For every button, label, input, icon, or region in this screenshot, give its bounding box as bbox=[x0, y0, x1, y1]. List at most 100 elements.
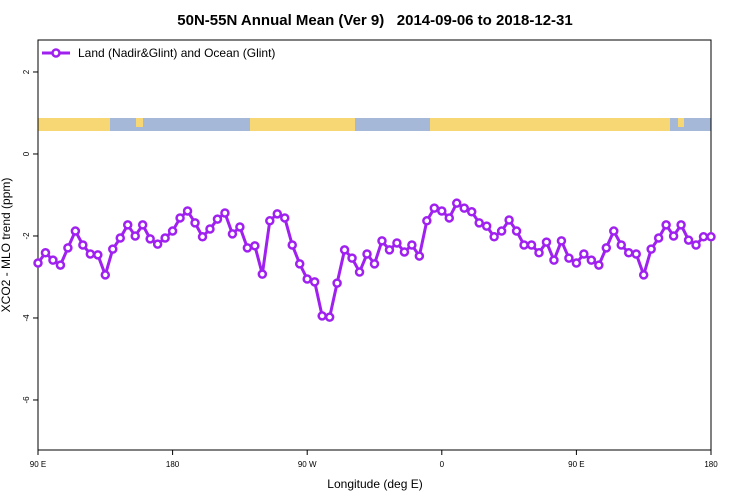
data-point bbox=[78, 240, 88, 250]
chart-title: 50N-55N Annual Mean (Ver 9) 2014-09-06 t… bbox=[177, 12, 572, 29]
data-point bbox=[474, 218, 484, 228]
data-point bbox=[347, 253, 357, 263]
data-point bbox=[55, 260, 66, 270]
data-point bbox=[235, 222, 245, 232]
data-point bbox=[63, 243, 73, 253]
x-tick-label: 90 E bbox=[568, 460, 584, 469]
data-point bbox=[579, 249, 589, 259]
data-point bbox=[332, 278, 342, 288]
data-point bbox=[265, 216, 275, 226]
data-point bbox=[130, 231, 140, 241]
x-tick-label: 0 bbox=[440, 460, 445, 469]
data-point bbox=[115, 233, 126, 243]
data-point bbox=[175, 213, 185, 223]
y-tick-label: 2 bbox=[22, 69, 31, 74]
data-point bbox=[437, 206, 447, 216]
data-point bbox=[100, 270, 111, 280]
land-band bbox=[38, 118, 110, 131]
data-point bbox=[220, 208, 230, 218]
y-axis-label: XCO2 - MLO trend (ppm) bbox=[0, 178, 13, 313]
data-point bbox=[459, 203, 469, 213]
data-point bbox=[631, 249, 641, 259]
legend: Land (Nadir&Glint) and Ocean (Glint) bbox=[42, 46, 275, 60]
data-point bbox=[616, 240, 627, 250]
data-point bbox=[489, 232, 499, 242]
data-point bbox=[564, 253, 574, 263]
x-tick-label: 180 bbox=[166, 460, 180, 469]
data-point bbox=[481, 221, 492, 231]
data-point bbox=[354, 267, 365, 277]
data-point bbox=[85, 249, 96, 259]
data-point bbox=[452, 198, 462, 208]
data-point bbox=[407, 240, 417, 250]
data-point bbox=[160, 233, 170, 243]
data-point bbox=[272, 209, 283, 219]
data-point bbox=[519, 240, 529, 250]
data-point bbox=[466, 207, 477, 217]
data-point bbox=[93, 250, 103, 260]
data-point bbox=[197, 232, 208, 242]
data-point bbox=[212, 214, 223, 224]
land-ocean-strip bbox=[38, 118, 711, 131]
data-point bbox=[205, 224, 215, 234]
data-point bbox=[302, 274, 312, 284]
data-point bbox=[70, 226, 81, 236]
legend-label: Land (Nadir&Glint) and Ocean (Glint) bbox=[78, 46, 275, 60]
data-point bbox=[137, 220, 148, 230]
data-point bbox=[167, 226, 178, 236]
data-point bbox=[623, 248, 634, 258]
plot-frame bbox=[37, 39, 712, 451]
data-point bbox=[257, 269, 268, 279]
data-point bbox=[541, 237, 552, 247]
data-point bbox=[369, 259, 380, 269]
data-point bbox=[377, 236, 387, 246]
data-point bbox=[280, 213, 290, 223]
data-point bbox=[182, 206, 193, 216]
data-point bbox=[294, 259, 305, 269]
data-point bbox=[339, 245, 350, 255]
data-point bbox=[108, 244, 118, 254]
data-point bbox=[152, 239, 163, 249]
land-band bbox=[430, 118, 670, 131]
data-point bbox=[399, 247, 410, 257]
land-band bbox=[136, 118, 143, 127]
data-point bbox=[668, 231, 679, 241]
data-point bbox=[691, 240, 701, 250]
data-point bbox=[384, 245, 395, 255]
data-point bbox=[571, 258, 582, 268]
data-point bbox=[392, 238, 402, 248]
data-point bbox=[429, 203, 440, 213]
y-tick-label: -2 bbox=[22, 232, 31, 240]
data-point bbox=[122, 220, 133, 230]
data-point bbox=[317, 311, 327, 321]
data-point bbox=[556, 236, 567, 246]
data-point bbox=[534, 248, 544, 258]
data-point bbox=[324, 312, 335, 322]
data-point bbox=[698, 232, 709, 242]
data-point bbox=[33, 258, 43, 268]
data-point bbox=[227, 229, 238, 239]
data-point bbox=[504, 215, 514, 225]
data-point bbox=[609, 226, 619, 236]
x-tick-label: 90 W bbox=[298, 460, 317, 469]
data-point bbox=[706, 232, 716, 242]
data-point bbox=[676, 220, 686, 230]
y-tick-label: -4 bbox=[22, 314, 31, 322]
data-point bbox=[250, 241, 260, 251]
data-point bbox=[646, 244, 656, 254]
data-point bbox=[638, 270, 649, 280]
data-point bbox=[309, 277, 320, 287]
data-point bbox=[594, 260, 604, 270]
data-point bbox=[653, 233, 664, 243]
data-point bbox=[414, 251, 425, 261]
y-tick-label: 0 bbox=[22, 151, 31, 156]
data-point bbox=[586, 255, 597, 265]
data-point bbox=[145, 234, 155, 244]
land-band bbox=[678, 118, 684, 127]
data-point bbox=[683, 235, 694, 245]
data-point bbox=[422, 216, 432, 226]
data-point bbox=[362, 249, 372, 259]
x-tick-label: 180 bbox=[704, 460, 718, 469]
y-tick-label: -6 bbox=[22, 396, 31, 404]
